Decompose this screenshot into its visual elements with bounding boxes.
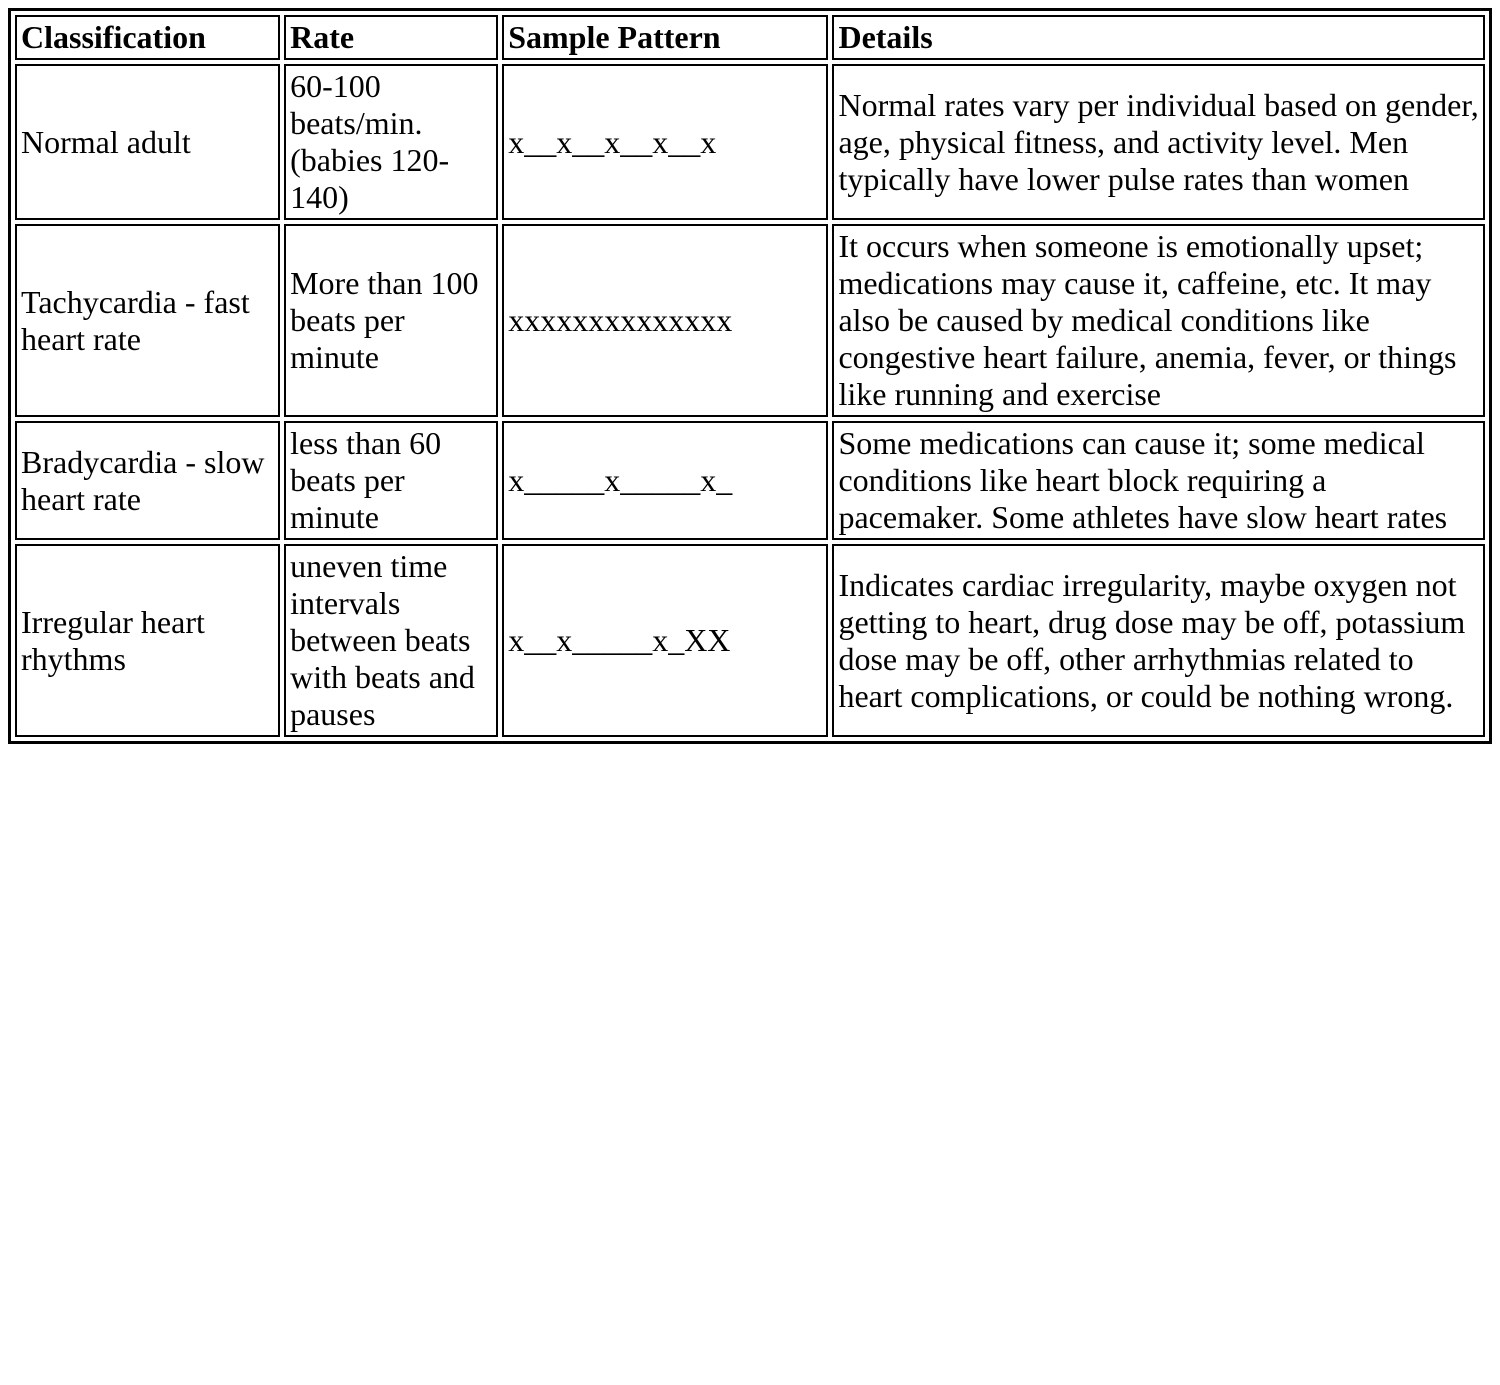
- table-row: Bradycardia - slow heart rate less than …: [15, 421, 1485, 540]
- table-header-row: Classification Rate Sample Pattern Detai…: [15, 15, 1485, 60]
- cell-rate: less than 60 beats per minute: [284, 421, 498, 540]
- col-sample-pattern: Sample Pattern: [502, 15, 828, 60]
- col-rate: Rate: [284, 15, 498, 60]
- table-row: Irregular heart rhythms uneven time inte…: [15, 544, 1485, 737]
- table-row: Tachycardia - fast heart rate More than …: [15, 224, 1485, 417]
- col-details: Details: [832, 15, 1485, 60]
- cell-details: It occurs when someone is emotionally up…: [832, 224, 1485, 417]
- cell-classification: Irregular heart rhythms: [15, 544, 280, 737]
- cell-classification: Normal adult: [15, 64, 280, 220]
- cell-classification: Tachycardia - fast heart rate: [15, 224, 280, 417]
- cell-pattern: xxxxxxxxxxxxxx: [502, 224, 828, 417]
- cell-rate: More than 100 beats per minute: [284, 224, 498, 417]
- cell-pattern: x_____x_____x_: [502, 421, 828, 540]
- cell-details: Indicates cardiac irregularity, maybe ox…: [832, 544, 1485, 737]
- cell-details: Some medications can cause it; some medi…: [832, 421, 1485, 540]
- cell-rate: 60-100 beats/min. (babies 120-140): [284, 64, 498, 220]
- heart-rate-table: Classification Rate Sample Pattern Detai…: [8, 8, 1492, 744]
- cell-rate: uneven time intervals between beats with…: [284, 544, 498, 737]
- cell-pattern: x__x__x__x__x: [502, 64, 828, 220]
- cell-pattern: x__x_____x_XX: [502, 544, 828, 737]
- col-classification: Classification: [15, 15, 280, 60]
- cell-classification: Bradycardia - slow heart rate: [15, 421, 280, 540]
- cell-details: Normal rates vary per individual based o…: [832, 64, 1485, 220]
- table-row: Normal adult 60-100 beats/min. (babies 1…: [15, 64, 1485, 220]
